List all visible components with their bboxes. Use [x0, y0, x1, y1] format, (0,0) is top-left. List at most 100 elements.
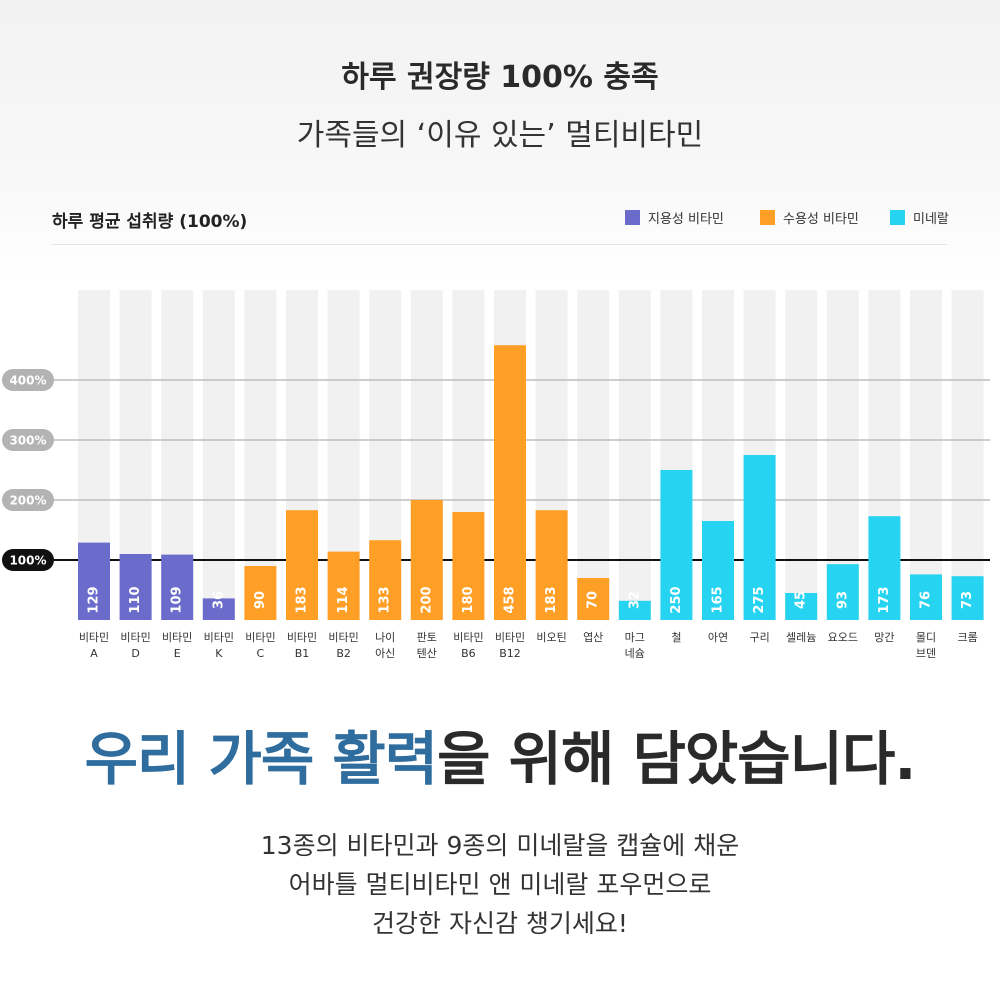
bar [78, 542, 110, 620]
bar [161, 554, 194, 620]
data-label: 90 [253, 591, 268, 609]
bar [577, 578, 610, 620]
data-label: 173 [877, 586, 892, 613]
y-tick-pill [2, 369, 54, 391]
category-label: 텐산 [417, 647, 437, 660]
legend-item-water-soluble: 수용성 비타민 [760, 208, 859, 227]
category-label: 비타민 [245, 631, 275, 644]
bar [951, 576, 984, 620]
category-label: 비타민 [328, 631, 358, 644]
chart-legend: 지용성 비타민 수용성 비타민 미네랄 [625, 208, 965, 228]
data-label: 73 [960, 591, 975, 609]
category-label: 비타민 [204, 631, 234, 644]
legend-swatch-water-soluble [760, 210, 775, 225]
category-label: D [131, 647, 139, 660]
category-label: B6 [461, 647, 476, 660]
bar [702, 521, 734, 620]
data-label: 76 [919, 591, 934, 609]
category-label: 마그 [625, 631, 645, 644]
category-label: 구리 [749, 631, 769, 644]
legend-label-mineral: 미네랄 [913, 212, 949, 227]
category-label: 비타민 [162, 631, 192, 644]
data-label: 133 [378, 586, 393, 613]
legend-swatch-mineral [890, 210, 905, 225]
body-line-1: 13종의 비타민과 9종의 미네랄을 캡슐에 채운 [260, 831, 740, 860]
bar-chart: 100% 200% 300% 400% 129 비타민 A 110 비타민 D 109 비타민 E 36 비… [2, 290, 990, 660]
bar-track [785, 290, 818, 620]
legend-swatch-fat-soluble [625, 210, 640, 225]
legend-label-water-soluble: 수용성 비타민 [783, 212, 859, 227]
data-label: 36 [211, 591, 226, 609]
category-label: 크롬 [957, 631, 977, 644]
category-label: B2 [336, 647, 351, 660]
bar [743, 455, 776, 620]
data-label: 32 [627, 591, 642, 609]
headline: 우리 가족 활력을 위해 담았습니다. [0, 712, 1000, 796]
category-label: 아신 [375, 647, 395, 660]
category-label: 네슘 [625, 647, 645, 660]
legend-item-mineral: 미네랄 [890, 208, 949, 227]
bar [910, 574, 942, 620]
hero-title: 하루 권장량 100% 충족 [341, 60, 659, 95]
chart-title: 하루 평균 섭취량 (100%) [52, 212, 248, 232]
y-tick-label: 300% [9, 434, 46, 448]
bar-track [577, 290, 610, 620]
data-label: 458 [503, 586, 518, 613]
data-label: 165 [711, 586, 726, 613]
legend-label-fat-soluble: 지용성 비타민 [648, 212, 724, 227]
bar-track [951, 290, 984, 620]
data-label: 114 [336, 586, 351, 613]
bar [369, 540, 402, 620]
category-label: B12 [499, 647, 521, 660]
category-label: 망간 [874, 631, 894, 644]
y-tick-pill [2, 549, 54, 571]
body-line-2: 어바틀 멀티비타민 앤 미네랄 포우먼으로 [288, 870, 712, 899]
data-label: 250 [669, 586, 684, 613]
bar [119, 554, 152, 620]
category-label: 비타민 [120, 631, 150, 644]
bar-track [910, 290, 942, 620]
bar [494, 345, 526, 620]
data-label: 45 [794, 591, 809, 609]
bar-track [202, 290, 235, 620]
category-label: 몰디 [916, 631, 936, 644]
data-label: 109 [170, 586, 185, 613]
bar [202, 598, 235, 620]
category-label: A [90, 647, 98, 660]
data-label: 110 [128, 586, 143, 613]
y-tick-pill [2, 489, 54, 511]
category-label: 셀레늄 [786, 631, 816, 644]
headline-accent: 우리 가족 활력 [84, 725, 439, 793]
hero-subtitle: 가족들의 ‘이유 있는’ 멀티비타민 [296, 118, 704, 153]
bar-track [244, 290, 277, 620]
category-label: 아연 [708, 631, 728, 644]
category-label: B1 [295, 647, 310, 660]
bar-track [618, 290, 651, 620]
category-label: 요오드 [828, 631, 858, 644]
category-label: 비타민 [287, 631, 317, 644]
bar [410, 500, 443, 620]
bar [244, 566, 277, 620]
category-label: 비타민 [495, 631, 525, 644]
data-label: 275 [752, 586, 767, 613]
headline-rest: 을 위해 담았습니다. [437, 725, 916, 793]
y-tick-pill [2, 429, 54, 451]
data-label: 180 [461, 586, 476, 613]
data-label: 183 [544, 586, 559, 613]
category-label: 비타민 [453, 631, 483, 644]
data-label: 93 [835, 591, 850, 609]
category-label: 나이 [375, 631, 395, 644]
category-label: E [174, 647, 181, 660]
data-label: 200 [419, 586, 434, 613]
bar [452, 512, 485, 620]
bar [618, 600, 651, 620]
category-label: 판토 [417, 631, 437, 644]
category-label: C [257, 647, 265, 660]
category-label: 비오틴 [536, 631, 566, 644]
data-label: 183 [295, 586, 310, 613]
bar [785, 593, 818, 620]
bar [286, 510, 318, 620]
bar [868, 516, 901, 620]
legend-item-fat-soluble: 지용성 비타민 [625, 208, 724, 227]
data-label: 129 [87, 586, 102, 613]
